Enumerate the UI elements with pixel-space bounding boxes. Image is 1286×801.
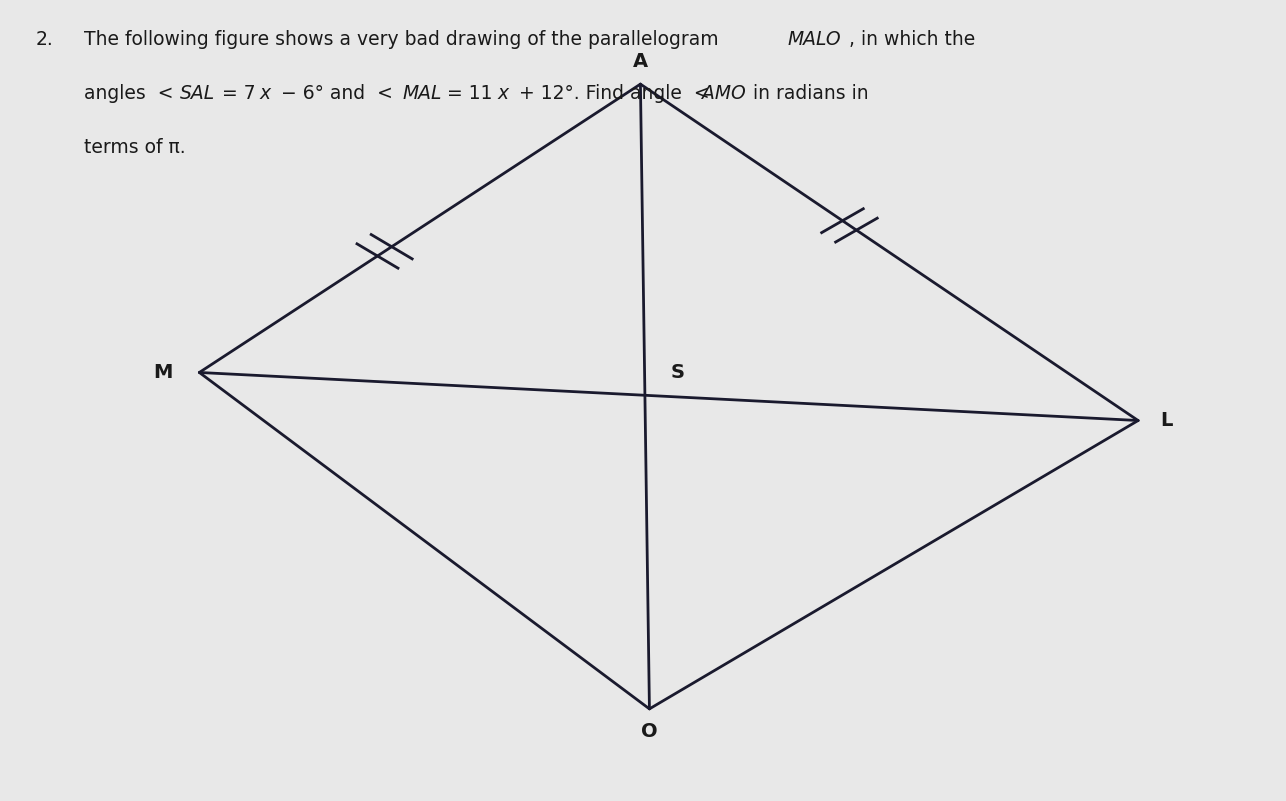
Text: O: O (642, 722, 657, 741)
Text: AMO: AMO (702, 84, 746, 103)
Text: SAL: SAL (180, 84, 215, 103)
Text: = 7: = 7 (216, 84, 256, 103)
Text: L: L (1160, 411, 1173, 430)
Text: S: S (671, 363, 684, 382)
Text: terms of π.: terms of π. (84, 138, 185, 157)
Text: The following figure shows a very bad drawing of the parallelogram: The following figure shows a very bad dr… (84, 30, 724, 50)
Text: x: x (498, 84, 509, 103)
Text: − 6° and  <: − 6° and < (275, 84, 399, 103)
Text: = 11: = 11 (441, 84, 493, 103)
Text: 2.: 2. (36, 30, 54, 50)
Text: + 12°. Find angle  <: + 12°. Find angle < (513, 84, 716, 103)
Text: x: x (260, 84, 271, 103)
Text: angles  <: angles < (84, 84, 179, 103)
Text: A: A (633, 52, 648, 71)
Text: MAL: MAL (403, 84, 442, 103)
Text: MALO: MALO (787, 30, 841, 50)
Text: M: M (153, 363, 174, 382)
Text: in radians in: in radians in (747, 84, 869, 103)
Text: , in which the: , in which the (849, 30, 975, 50)
